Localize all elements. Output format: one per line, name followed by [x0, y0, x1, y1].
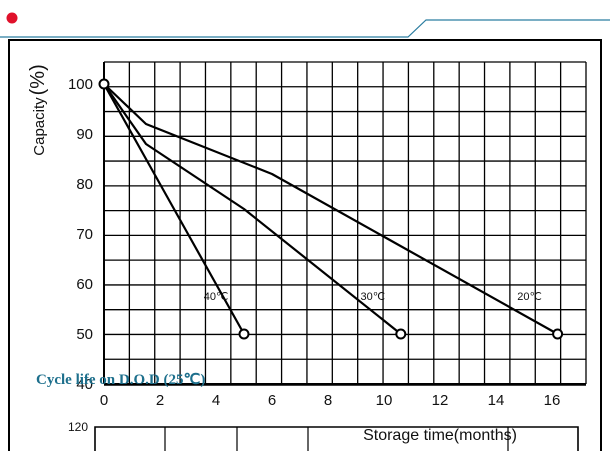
- series-label: 20℃: [517, 291, 542, 303]
- end-point-marker: [552, 328, 564, 340]
- x-tick-label: 10: [376, 392, 393, 409]
- y-tick-label: 80: [76, 176, 93, 193]
- second-chart-top-border: [94, 426, 579, 451]
- second-chart-y-tick: 120: [68, 420, 88, 434]
- chart-grid: [103, 61, 587, 386]
- series-line: [103, 83, 402, 335]
- y-tick-label: 60: [76, 276, 93, 293]
- x-tick-label: 0: [100, 392, 108, 409]
- y-axis-ticks: 40 50 60 70 80 90 100: [68, 76, 93, 393]
- y-axis-label: Capacity (%): [27, 64, 49, 155]
- x-tick-label: 12: [432, 392, 449, 409]
- y-tick-label: 70: [76, 226, 93, 243]
- series-line: [103, 83, 559, 335]
- series-line: [103, 83, 245, 335]
- series-label: 40℃: [204, 291, 229, 303]
- end-point-marker: [395, 328, 407, 340]
- end-point-marker: [238, 328, 250, 340]
- x-tick-label: 14: [488, 392, 505, 409]
- y-tick-label: 50: [76, 326, 93, 343]
- chart-series: 40℃ 30℃ 20℃: [98, 78, 564, 340]
- x-tick-label: 8: [324, 392, 332, 409]
- series-label: 30℃: [361, 291, 386, 303]
- y-axis-label-text: Capacity: [31, 97, 48, 156]
- second-chart-stub: 120: [68, 420, 579, 451]
- y-tick-label: 100: [68, 76, 93, 93]
- accent-dot: [6, 12, 18, 24]
- x-axis-ticks: 0 2 4 6 8 10 12 14 16: [100, 392, 561, 409]
- x-label-backdrop: [330, 422, 550, 446]
- origin-marker: [98, 78, 110, 90]
- x-tick-label: 16: [544, 392, 561, 409]
- chart-frame: [8, 39, 602, 451]
- second-chart-title: Cycle life on D.O.D (25℃): [36, 372, 205, 388]
- y-tick-label: 90: [76, 126, 93, 143]
- x-tick-label: 4: [212, 392, 220, 409]
- x-tick-label: 6: [268, 392, 276, 409]
- page-header: [0, 12, 610, 38]
- header-rule: [0, 19, 610, 38]
- y-tick-label: 40: [76, 376, 93, 393]
- x-tick-label: 2: [156, 392, 164, 409]
- x-axis-label: Storage time(months): [363, 427, 517, 444]
- y-axis-label-unit: (%): [27, 64, 49, 95]
